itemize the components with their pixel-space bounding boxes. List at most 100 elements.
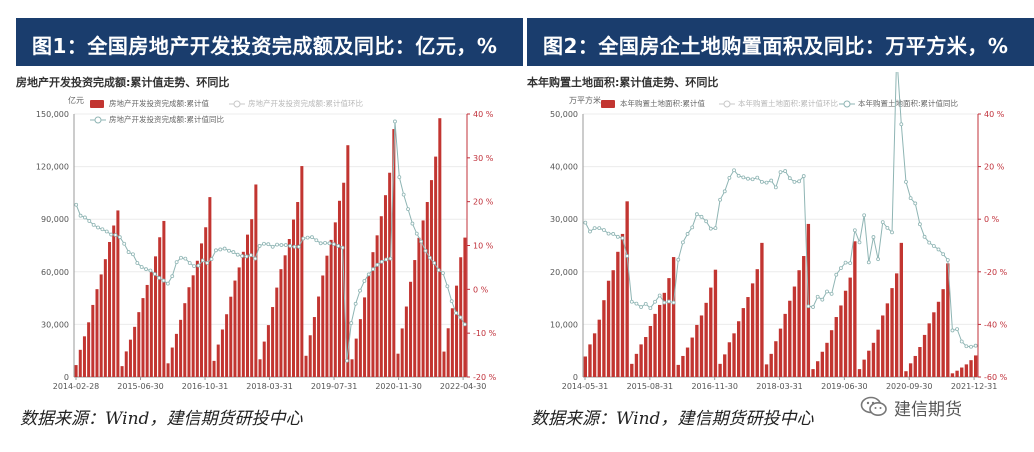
bar	[279, 269, 283, 377]
legend-swatch-marker	[94, 116, 102, 124]
bar	[317, 296, 321, 377]
bar	[737, 321, 741, 377]
yoy-point	[427, 255, 432, 260]
bar	[625, 201, 629, 377]
bar	[871, 342, 876, 377]
bar	[392, 129, 396, 377]
figure-banner: 图2：全国房企土地购置面积及同比：万平方米，%	[527, 18, 1034, 66]
yoy-point	[78, 213, 83, 218]
bar	[913, 355, 917, 377]
bar	[792, 286, 797, 377]
x-tick-label: 2021-12-31	[951, 382, 998, 391]
yoy-point	[871, 235, 876, 239]
bar	[124, 351, 128, 377]
bar	[843, 290, 848, 377]
bar	[927, 323, 931, 377]
yoy-point	[161, 278, 166, 283]
bar	[634, 353, 639, 377]
bar	[195, 260, 199, 377]
bar	[932, 312, 936, 377]
bar	[208, 197, 212, 377]
yoy-point	[117, 235, 122, 240]
bar	[639, 344, 643, 377]
bar	[704, 302, 708, 377]
yoy-point	[423, 248, 428, 253]
bar	[881, 315, 885, 377]
bar	[82, 336, 86, 377]
yoy-point	[732, 168, 736, 173]
bar	[783, 313, 787, 377]
yoy-point	[931, 244, 936, 248]
yoy-point	[410, 221, 415, 226]
bar	[611, 270, 615, 377]
yoy-point	[292, 244, 297, 249]
bar	[250, 219, 254, 377]
bar	[200, 243, 204, 377]
yoy-point	[296, 244, 301, 249]
bar	[946, 263, 950, 377]
bar	[899, 242, 903, 377]
bar	[99, 274, 103, 377]
yoy-point	[340, 245, 345, 250]
yoy-point	[314, 238, 319, 243]
bar	[746, 297, 750, 377]
yoy-point	[318, 241, 323, 246]
bar	[597, 319, 601, 377]
bar	[695, 324, 699, 377]
yoy-point	[165, 281, 170, 286]
y-left-tick-label: 90,000	[41, 215, 69, 224]
yoy-point	[708, 226, 713, 231]
x-tick-label: 2015-08-31	[627, 382, 674, 391]
figure-2: 图2：全国房企土地购置面积及同比：万平方米，% 本年购置土地面积:累计值走势、环…	[527, 0, 1034, 440]
yoy-point	[240, 254, 245, 258]
bar	[187, 287, 191, 377]
yoy-point	[606, 231, 611, 236]
x-tick-label: 2018-03-31	[756, 382, 803, 391]
bar	[760, 242, 764, 377]
yoy-point	[899, 122, 904, 127]
bar	[802, 256, 806, 377]
yoy-point	[454, 311, 458, 315]
bar	[375, 235, 379, 377]
bar	[409, 281, 413, 377]
yoy-point	[227, 248, 231, 253]
bar	[839, 305, 843, 377]
yoy-point	[126, 250, 131, 254]
yoy-point	[615, 234, 620, 239]
bar	[404, 306, 408, 377]
yoy-point	[131, 252, 135, 257]
bar	[170, 347, 174, 377]
yoy-point	[401, 192, 406, 197]
bar	[583, 356, 587, 377]
bar	[74, 365, 78, 377]
yoy-point	[913, 201, 918, 206]
bar	[216, 344, 220, 377]
bar	[685, 347, 690, 377]
bar	[421, 220, 425, 377]
bar-series	[74, 118, 467, 378]
bar	[602, 300, 606, 377]
bar	[174, 333, 178, 377]
y-right-tick-label: -10 %	[473, 329, 497, 338]
yoy-point	[969, 344, 973, 349]
yoy-point	[100, 227, 105, 232]
bar	[337, 200, 341, 377]
y-left-tick-label: 0	[573, 373, 578, 382]
bar	[885, 303, 890, 377]
yoy-point	[852, 228, 857, 233]
y-right-tick-label: 20 %	[473, 198, 494, 207]
y-left-tick-label: 30,000	[550, 215, 578, 224]
yoy-point	[862, 213, 867, 218]
yoy-point	[214, 248, 218, 253]
yoy-point	[750, 177, 755, 182]
bar	[149, 271, 153, 377]
y-left-tick-label: 0	[64, 373, 69, 382]
bar	[653, 313, 657, 377]
bar	[616, 251, 620, 377]
bar	[908, 363, 913, 377]
chart-title: 本年购置土地面积:累计值走势、环同比	[527, 75, 718, 89]
bar	[145, 284, 149, 377]
y-right-tick-label: 30 %	[473, 154, 494, 163]
yoy-point	[718, 197, 722, 202]
